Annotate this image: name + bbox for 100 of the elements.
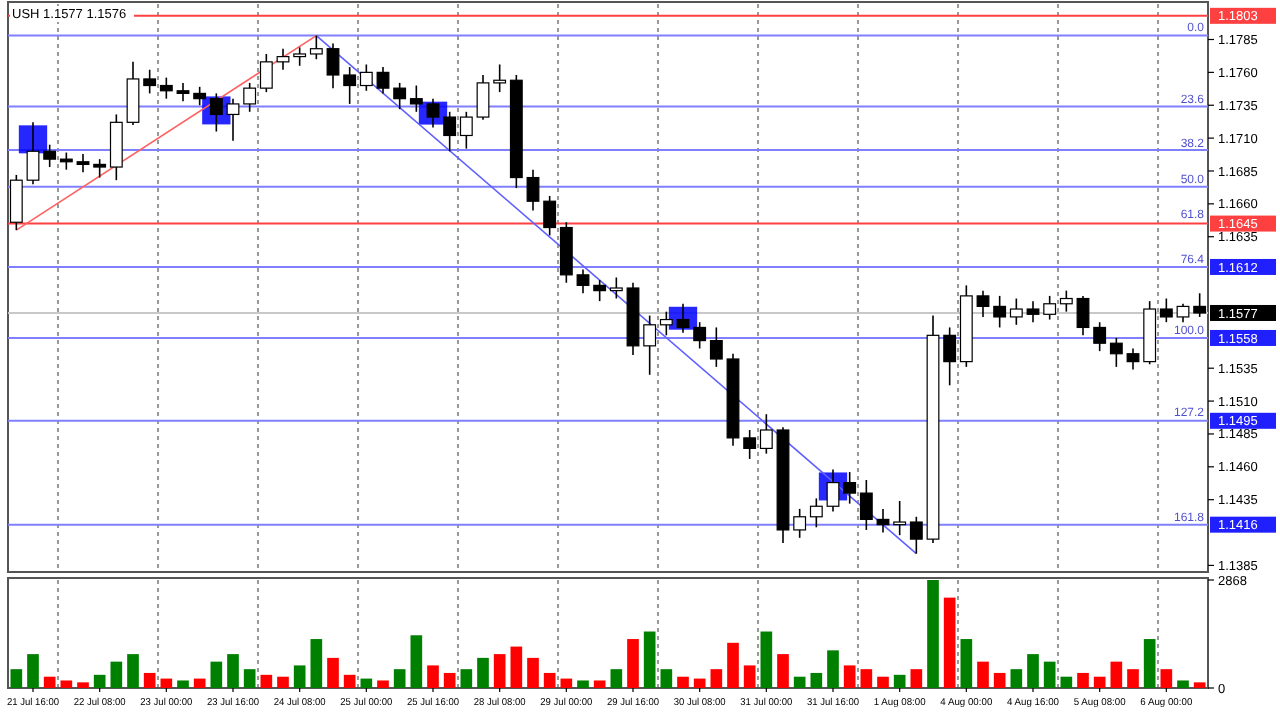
bar [277, 676, 289, 688]
bar [60, 680, 73, 688]
candlestick [793, 508, 807, 539]
candlestick [693, 321, 707, 350]
candlestick [859, 479, 873, 531]
bar [843, 665, 856, 688]
candlestick [459, 111, 473, 150]
candlestick [226, 97, 240, 142]
bar [1093, 676, 1106, 688]
candlestick [1109, 337, 1123, 368]
bar [443, 672, 456, 688]
bar [177, 680, 189, 688]
candlestick [109, 113, 123, 181]
bar [627, 639, 639, 688]
candlestick [709, 326, 723, 368]
candlestick [1093, 321, 1107, 352]
bar [543, 672, 556, 688]
candlestick [593, 279, 607, 302]
bar [793, 676, 806, 688]
bar [377, 680, 389, 688]
bar [210, 661, 223, 688]
candlestick [9, 174, 23, 231]
bar [910, 669, 923, 688]
bar [860, 669, 873, 688]
candlestick [426, 97, 440, 129]
bar [1127, 669, 1139, 688]
candlestick [1009, 297, 1023, 326]
bar [143, 672, 156, 688]
bar [760, 631, 773, 688]
candlestick [1176, 302, 1190, 323]
candlestick [909, 515, 923, 555]
bar [527, 657, 539, 688]
bar [1060, 676, 1073, 688]
candlestick [376, 66, 390, 95]
bar [577, 680, 589, 688]
candlestick [443, 111, 457, 153]
bar [593, 680, 606, 688]
bar [960, 639, 973, 688]
bar [110, 661, 123, 688]
bar [743, 665, 756, 688]
candlestick [609, 276, 623, 300]
candlestick [476, 74, 490, 121]
candlestick [1026, 300, 1040, 323]
candlestick [43, 143, 57, 168]
bar [1110, 661, 1123, 688]
candlestick [493, 63, 507, 93]
bar [1177, 680, 1189, 688]
bar [777, 654, 789, 688]
candlestick [193, 86, 207, 107]
candlestick [1193, 292, 1207, 318]
bar [1010, 669, 1023, 688]
candlestick [26, 121, 40, 185]
bar [477, 657, 489, 688]
candlestick [409, 84, 423, 113]
candlestick [1076, 295, 1090, 337]
bar [43, 676, 56, 688]
candlestick [976, 289, 990, 318]
candlestick [1043, 295, 1057, 321]
bar [327, 657, 339, 688]
bar [810, 672, 823, 688]
bar [27, 654, 39, 688]
bar [460, 669, 473, 688]
bar [727, 642, 739, 688]
candlestick [643, 314, 657, 376]
candlestick [1126, 347, 1140, 371]
bar [610, 669, 623, 688]
bar [360, 678, 373, 688]
bar [1143, 639, 1156, 688]
bar [343, 674, 356, 688]
candlestick [176, 82, 190, 103]
candlestick [826, 468, 840, 513]
candlestick [326, 42, 340, 89]
candlestick [343, 66, 357, 105]
candlestick [293, 46, 307, 67]
candlestick [209, 92, 223, 133]
bar [410, 635, 423, 688]
candlestick [943, 326, 957, 387]
candlestick [743, 429, 757, 460]
bar [893, 674, 906, 688]
bar [193, 678, 206, 688]
bar [693, 678, 706, 688]
bar [1077, 672, 1089, 688]
candlestick [543, 195, 557, 237]
bar [1160, 669, 1173, 688]
bar [510, 646, 523, 688]
candlestick [659, 310, 673, 337]
bar [227, 654, 239, 688]
bar [877, 676, 889, 688]
candlestick [359, 63, 373, 92]
candlestick [893, 500, 907, 536]
bar [493, 654, 506, 688]
candlestick [393, 82, 407, 110]
candlestick [1059, 289, 1073, 313]
bar [427, 665, 439, 688]
candlestick [843, 471, 857, 505]
bar [710, 669, 723, 688]
bar [1043, 661, 1056, 688]
bar [10, 669, 23, 688]
bar [243, 669, 256, 688]
candlestick [126, 61, 140, 126]
